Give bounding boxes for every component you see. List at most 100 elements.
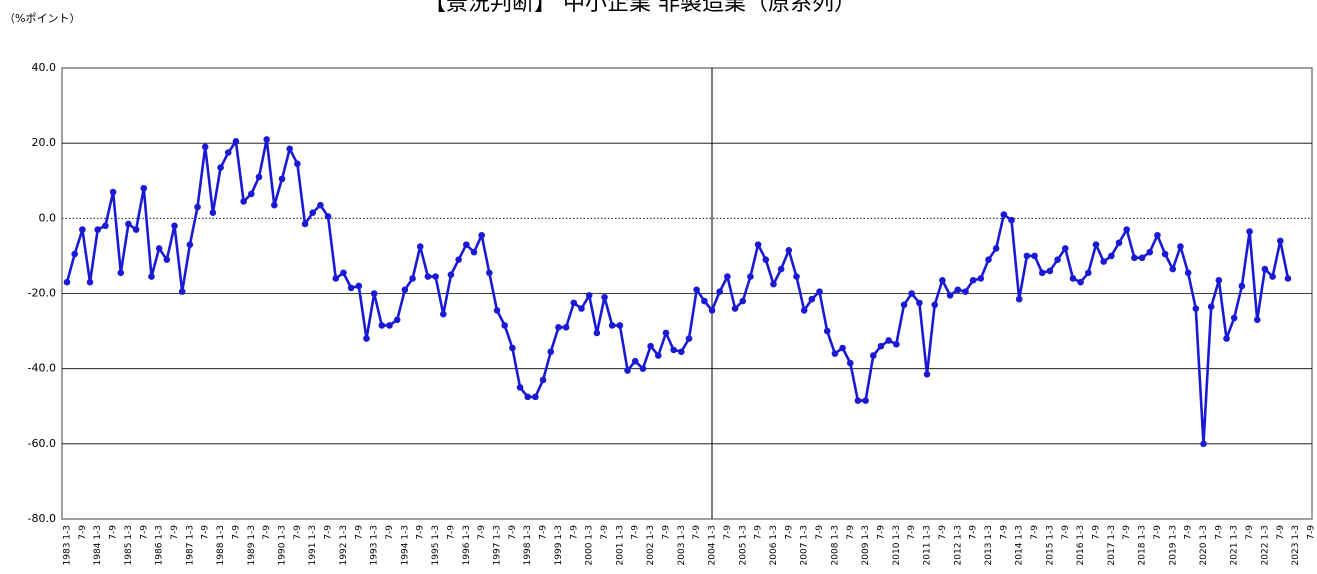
x-tick-label: 7-9 <box>1061 525 1071 540</box>
data-point <box>439 310 447 318</box>
x-tick-label: 1997 1-3 <box>493 525 503 565</box>
data-point <box>1085 269 1092 277</box>
data-point <box>1054 256 1061 263</box>
x-tick-label: 7-9 <box>846 525 856 540</box>
data-point <box>132 226 140 233</box>
data-point <box>86 278 94 286</box>
x-tick-label: 7-9 <box>416 525 426 540</box>
data-point <box>1253 316 1261 324</box>
data-point <box>117 269 125 277</box>
data-point <box>1238 282 1246 290</box>
x-tick-label: 2023 1-3 <box>1291 525 1301 565</box>
x-tick-label: 2019 1-3 <box>1168 525 1178 565</box>
series-line <box>65 138 1290 446</box>
data-point <box>570 299 578 307</box>
data-point <box>79 226 86 233</box>
x-tick-label: 2005 1-3 <box>738 525 748 565</box>
data-point <box>716 288 724 295</box>
x-tick-label: 7-9 <box>78 525 88 540</box>
x-tick-label: 2018 1-3 <box>1138 525 1148 565</box>
data-point <box>1215 277 1223 284</box>
data-point <box>562 324 570 331</box>
x-tick-label: 1986 1-3 <box>155 525 165 565</box>
x-tick-label: 7-9 <box>201 525 211 540</box>
data-point <box>447 271 455 279</box>
x-tick-label: 2015 1-3 <box>1045 525 1055 565</box>
x-tick-label: 1985 1-3 <box>124 525 134 565</box>
x-tick-label: 7-9 <box>1214 525 1224 540</box>
x-tick-label: 7-9 <box>1307 525 1317 540</box>
x-tick-label: 7-9 <box>1245 525 1255 540</box>
x-tick-label: 1987 1-3 <box>185 525 195 565</box>
data-point <box>1138 254 1146 262</box>
y-tick-label: -20.0 <box>28 287 56 300</box>
data-point <box>800 307 808 314</box>
data-point <box>478 231 485 239</box>
x-tick-label: 2006 1-3 <box>769 525 779 565</box>
data-point <box>747 273 754 280</box>
x-tick-label: 7-9 <box>446 525 456 540</box>
x-tick-label: 7-9 <box>569 525 579 540</box>
x-tick-label: 7-9 <box>231 525 241 540</box>
x-tick-label: 2001 1-3 <box>615 525 625 565</box>
data-point <box>808 295 816 303</box>
y-tick-label: -80.0 <box>28 512 56 525</box>
data-point <box>639 365 647 372</box>
data-point <box>409 275 416 282</box>
data-point <box>178 288 186 295</box>
data-point <box>416 243 424 250</box>
data-point <box>647 342 654 350</box>
x-tick-label: 2020 1-3 <box>1199 525 1209 565</box>
y-tick-label: 40.0 <box>32 61 57 74</box>
data-point <box>585 292 593 299</box>
data-point <box>1123 226 1131 233</box>
data-point <box>1192 305 1200 312</box>
x-tick-label: 1988 1-3 <box>216 525 226 565</box>
data-point <box>992 245 1000 252</box>
x-tick-label: 7-9 <box>784 525 794 540</box>
data-point <box>1100 258 1107 265</box>
data-point <box>363 335 370 342</box>
data-point <box>516 384 524 391</box>
data-point <box>347 284 355 292</box>
data-point <box>355 282 363 290</box>
data-point <box>662 329 670 337</box>
x-tick-label: 2009 1-3 <box>861 525 871 565</box>
data-point <box>724 273 731 280</box>
x-tick-label: 7-9 <box>1091 525 1101 540</box>
data-point <box>232 137 240 145</box>
data-point <box>1284 275 1292 282</box>
data-point <box>1115 239 1123 247</box>
data-point <box>509 344 516 352</box>
data-point <box>916 299 923 307</box>
data-point <box>601 293 608 301</box>
data-point <box>877 342 885 350</box>
x-tick-label: 2004 1-3 <box>708 525 718 565</box>
y-tick-label: 0.0 <box>39 211 57 224</box>
data-point <box>578 305 585 312</box>
data-point <box>593 329 601 337</box>
y-axis-label: （%ポイント） <box>4 12 80 25</box>
data-point <box>271 201 278 209</box>
data-point <box>1038 269 1046 277</box>
data-point <box>278 175 286 183</box>
x-tick-label: 2022 1-3 <box>1260 525 1270 565</box>
data-point <box>301 220 309 228</box>
x-tick-label: 1995 1-3 <box>431 525 441 565</box>
data-point <box>1031 252 1038 260</box>
data-point <box>493 307 501 314</box>
x-tick-label: 1992 1-3 <box>339 525 349 565</box>
data-point <box>670 346 677 354</box>
data-point <box>1207 303 1215 310</box>
x-tick-label: 1984 1-3 <box>93 525 103 565</box>
data-point <box>862 397 869 404</box>
data-point <box>885 337 892 344</box>
x-tick-label: 2012 1-3 <box>953 525 963 565</box>
data-point <box>524 393 532 401</box>
data-point <box>317 201 324 209</box>
data-point <box>148 273 155 280</box>
data-point <box>470 248 478 256</box>
data-point <box>486 269 493 277</box>
data-point <box>432 273 439 280</box>
x-tick-label: 7-9 <box>600 525 610 540</box>
